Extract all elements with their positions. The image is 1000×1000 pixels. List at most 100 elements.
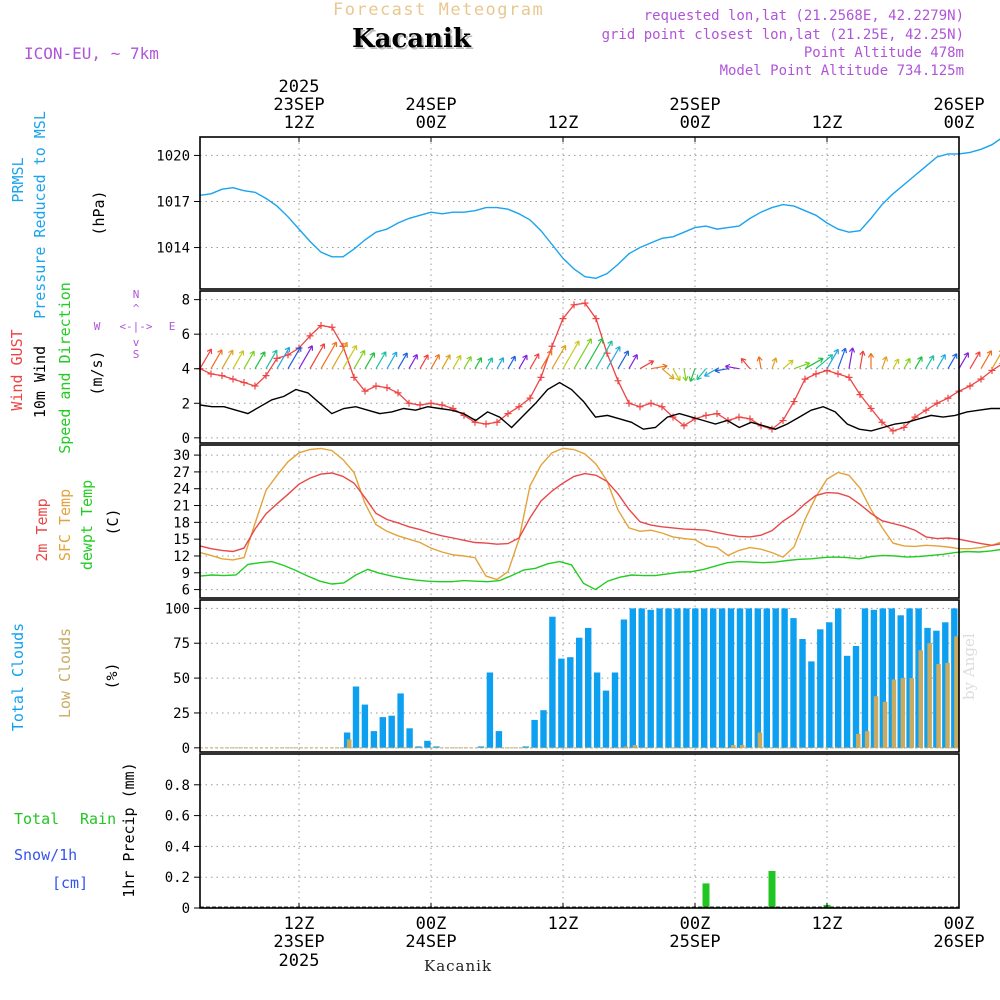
label-wind-gust: Wind GUST [8,329,26,410]
compass-e: E [169,320,176,333]
series-line-prmsl [199,138,1000,280]
top-hour-label: 12Z [812,113,843,133]
gust-marker [592,315,600,323]
wind-arrow [243,350,255,369]
top-year-label: 2025 [279,77,320,97]
label-dewpt-temp: dewpt Temp [78,480,96,570]
top-hour-label: 12Z [284,113,315,133]
gust-marker [647,399,655,407]
wind-arrow [725,363,740,371]
series-line-gust [199,302,1000,432]
wind-arrow [793,361,811,370]
panel-frame-pressure [199,136,960,290]
y-tick-label: 6 [182,327,190,343]
bottom-date-label: 25SEP [669,932,720,952]
gust-marker [812,370,820,378]
bar-total-clouds [817,629,824,748]
y-tick-label: 9 [182,566,190,582]
label-total: Total [14,810,59,828]
gust-marker [493,418,501,426]
bar-total-clouds [683,608,690,748]
gust-marker [328,323,336,331]
label-low-clouds: Low Clouds [56,628,74,718]
bar-total-clouds [549,616,556,748]
gust-marker [658,403,666,411]
wind-arrow [474,357,483,369]
grid-layer [200,137,960,909]
watermark: by Angel [960,633,978,700]
gust-marker [350,373,358,381]
y-tick-label: 4 [182,362,190,378]
y-tick-label: 18 [173,515,190,531]
gust-marker [801,375,809,383]
wind-arrow [441,354,451,369]
label-rain: Rain [80,810,116,828]
bar-total-clouds [647,609,654,748]
gust-marker [515,403,523,411]
bar-total-clouds [745,608,753,748]
bar-total-clouds [674,608,681,748]
label-c: (C) [104,508,122,535]
series-line-dewpt [199,548,1000,591]
wind-arrow [430,353,440,370]
bar-low-clouds [882,701,888,748]
bar-total-clouds [522,746,529,748]
bar-low-clouds [623,746,629,748]
bottom-date-label: 23SEP [273,932,324,952]
label-percent: (%) [103,662,121,689]
wind-arrow [606,345,621,369]
label-total-clouds: Total Clouds [9,623,27,731]
bar-total-clouds [540,710,547,748]
wind-arrow [540,349,553,370]
wind-arrow [287,346,302,370]
bar-total-clouds [861,608,869,748]
bar-low-clouds [918,650,923,748]
wind-arrow [518,354,528,370]
gust-marker [702,411,710,419]
panel-frame-temperature [199,444,960,599]
top-hour-label: 00Z [416,113,447,133]
gust-marker [625,399,633,407]
gust-marker [559,315,567,323]
y-tick-label: 0 [182,431,190,447]
gust-marker [845,373,853,381]
wind-arrow [408,353,418,370]
gust-marker [361,387,369,395]
gust-marker [636,403,644,411]
label-2m-temp: 2m Temp [33,498,51,561]
y-tick-label: 27 [173,465,190,481]
bar-total-clouds [611,672,619,748]
bar-total-clouds [531,719,538,748]
gust-marker [900,423,908,431]
wind-arrow [980,350,993,369]
bar-total-clouds [835,608,842,748]
chart-title: Forecast Meteogram [333,0,545,20]
wind-arrow [756,356,763,369]
top-hour-label: 00Z [680,113,711,133]
bar-total-clouds [567,657,574,748]
wind-arrow [958,352,969,370]
top-hour-label: 00Z [944,113,975,133]
bar-total-clouds [424,740,431,748]
top-date-label: 25SEP [669,95,720,115]
wind-arrow [771,357,778,369]
gust-marker [790,398,798,406]
bar-low-clouds [731,745,736,748]
wind-arrow [650,363,668,370]
location-title: Kacanik [352,24,471,54]
bar-total-clouds [406,728,413,748]
requested-coords: requested lon,lat (21.2568E, 42.2279N) [643,8,964,24]
gust-marker [537,373,545,381]
bar-total-clouds [790,618,797,748]
gust-marker [878,418,886,426]
y-tick-label: 0.8 [165,778,190,794]
wind-arrow [714,367,729,374]
bar-total-clouds [754,608,761,748]
y-tick-label: 75 [173,636,190,652]
wind-arrow [496,357,505,369]
gust-marker [944,394,952,402]
bar-total-clouds [638,608,645,748]
top-date-label: 24SEP [405,95,456,115]
bar-rain [702,883,710,908]
